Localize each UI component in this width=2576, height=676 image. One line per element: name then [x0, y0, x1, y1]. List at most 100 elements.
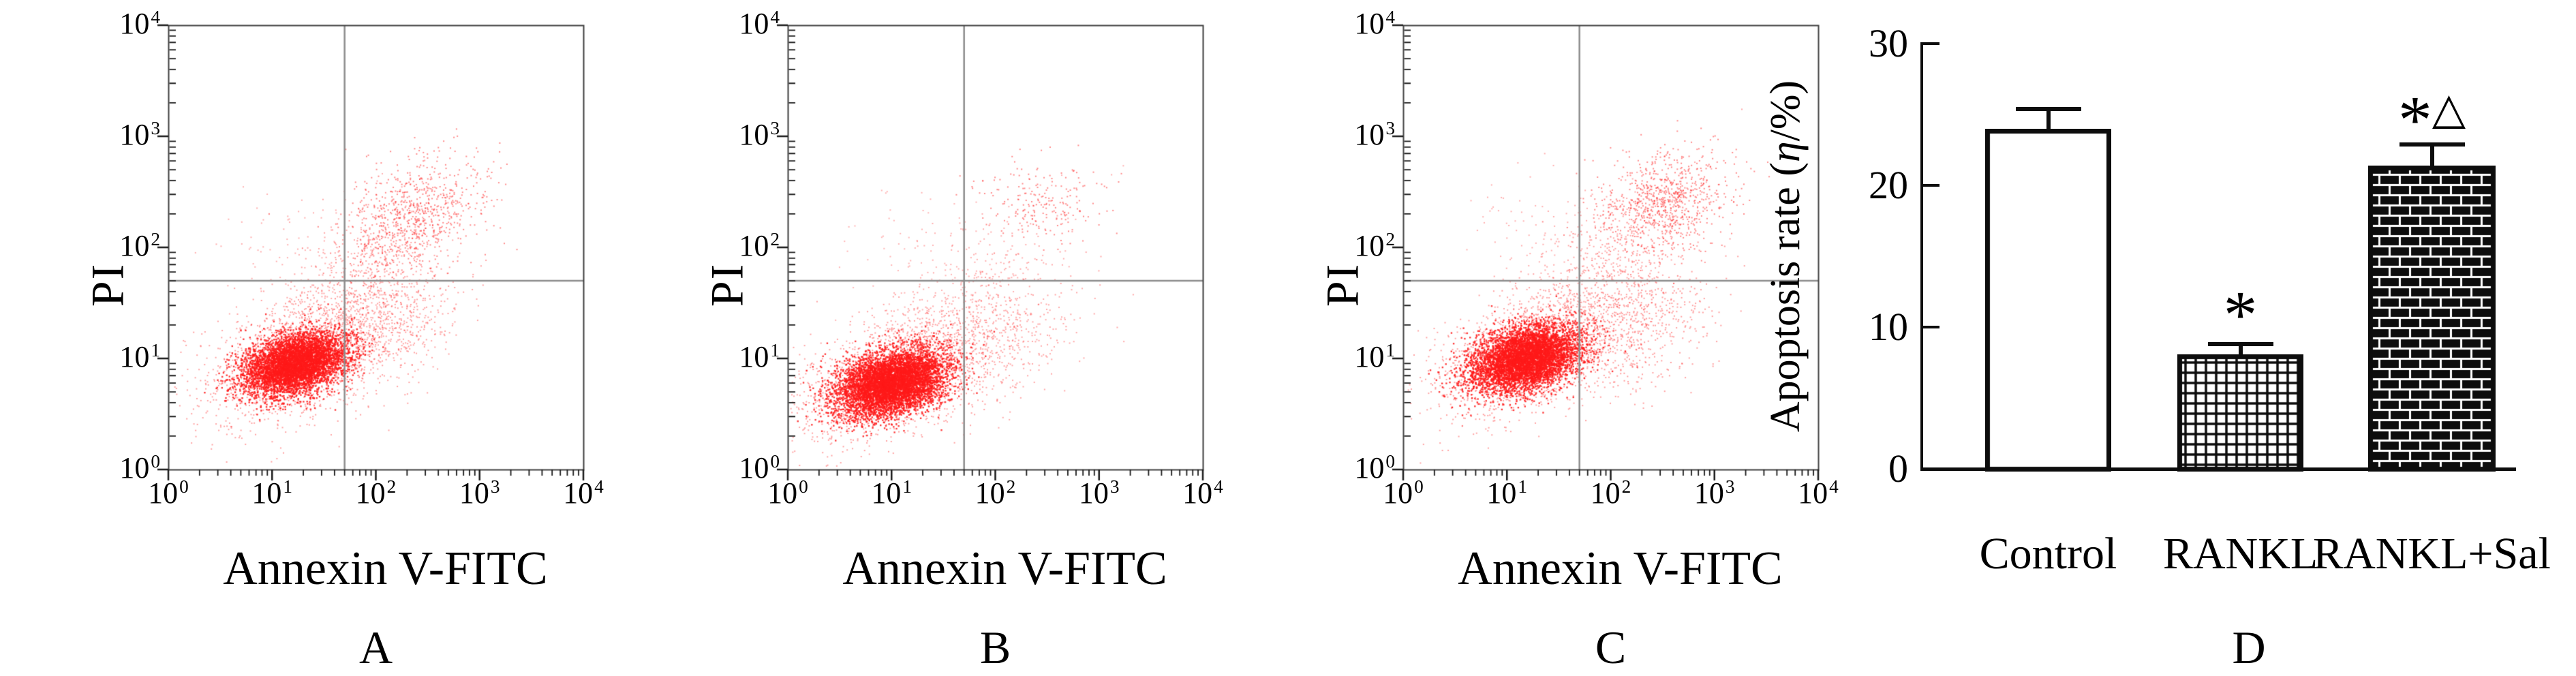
x-tick-label: 101 — [1486, 476, 1528, 508]
tick-base: 10 — [739, 7, 769, 40]
tick-base: 10 — [1354, 118, 1385, 151]
x-tick-label: 100 — [767, 476, 808, 510]
tick-exponent: 2 — [1385, 229, 1395, 249]
y-tick-label: 102 — [65, 230, 160, 261]
tick-exponent: 1 — [770, 340, 780, 360]
tick-base: 10 — [739, 229, 769, 262]
significance-annotation: * — [2224, 281, 2258, 349]
y-tick-label: 103 — [65, 118, 160, 150]
y-tick-label: 101 — [684, 340, 780, 373]
tick-exponent: 4 — [770, 7, 780, 27]
tick-base: 10 — [739, 451, 769, 485]
tick-base: 10 — [1693, 476, 1724, 510]
tick-base: 10 — [1354, 7, 1385, 40]
tick-base: 10 — [1590, 476, 1621, 510]
y-tick-label: 100 — [65, 451, 160, 483]
bar-control — [1985, 129, 2111, 472]
bar-y-tick — [1923, 42, 1939, 45]
bar-rankl — [2177, 354, 2303, 472]
tick-base: 10 — [739, 340, 769, 373]
tick-exponent: 2 — [1006, 476, 1016, 497]
x-tick-label: 102 — [1590, 476, 1631, 510]
x-tick-label: 100 — [148, 476, 189, 510]
bar-category-label: RANKL+Sal — [2313, 529, 2551, 579]
x-tick-label: 100 — [1383, 476, 1424, 510]
x-tick-label: 104 — [1182, 476, 1223, 510]
y-axis-label: PI — [81, 262, 134, 307]
tick-exponent: 3 — [770, 118, 780, 138]
tick-base: 10 — [767, 476, 798, 510]
tick-base: 10 — [1354, 229, 1385, 262]
y-tick-label: 103 — [1300, 118, 1395, 151]
tick-base: 10 — [1383, 476, 1413, 510]
y-tick-label: 100 — [1300, 451, 1395, 483]
y-tick-label: 104 — [65, 7, 160, 40]
scatter-plot-canvas-a — [144, 20, 590, 497]
tick-base: 10 — [739, 118, 769, 151]
tick-exponent: 4 — [151, 7, 160, 27]
tick-exponent: 3 — [1385, 118, 1395, 138]
x-tick-label: 101 — [251, 476, 292, 510]
tick-exponent: 0 — [179, 476, 189, 497]
tick-exponent: 0 — [1414, 476, 1424, 497]
tick-exponent: 4 — [1214, 476, 1223, 497]
tick-exponent: 0 — [770, 451, 780, 472]
bar-y-tick — [1923, 184, 1939, 187]
bar-y-tick-label: 10 — [1869, 305, 1908, 349]
tick-exponent: 1 — [902, 476, 913, 497]
tick-base: 10 — [871, 476, 902, 510]
tick-exponent: 3 — [1109, 476, 1120, 497]
tick-base: 10 — [459, 476, 489, 510]
tick-exponent: 4 — [594, 476, 604, 497]
bar-y-tick-label: 30 — [1869, 21, 1908, 65]
y-tick-label: 104 — [1300, 7, 1395, 40]
triangle-marker: △ — [2432, 84, 2466, 133]
tick-exponent: 1 — [1385, 340, 1395, 360]
tick-exponent: 0 — [151, 451, 160, 472]
bar-rankl-sal — [2368, 166, 2496, 472]
x-tick-label: 101 — [871, 476, 913, 510]
y-tick-label: 102 — [684, 229, 780, 262]
tick-base: 10 — [1182, 476, 1213, 510]
x-tick-label: 103 — [1078, 476, 1120, 510]
tick-base: 10 — [975, 476, 1005, 510]
x-tick-label: 104 — [563, 476, 604, 508]
x-tick-label: 103 — [1693, 476, 1735, 510]
error-bar-cap — [2207, 342, 2273, 346]
tick-base: 10 — [1798, 476, 1828, 510]
bar-y-tick — [1923, 326, 1939, 328]
panel-letter: C — [1595, 621, 1627, 673]
y-label-text: /%) — [1762, 80, 1809, 142]
x-tick-label: 103 — [459, 476, 500, 510]
x-tick-label: 102 — [356, 477, 397, 508]
significance-annotation: * △ — [2398, 86, 2466, 154]
y-tick-label: 104 — [684, 7, 780, 40]
bar-y-tick-label: 20 — [1869, 163, 1908, 207]
error-bar-cap — [2015, 107, 2081, 111]
tick-base: 10 — [119, 340, 150, 373]
tick-exponent: 2 — [1621, 476, 1631, 497]
x-tick-label: 104 — [1798, 476, 1839, 510]
tick-base: 10 — [119, 7, 150, 40]
tick-exponent: 1 — [1518, 476, 1528, 497]
y-axis-label: PI — [1316, 262, 1368, 307]
tick-exponent: 3 — [151, 118, 160, 138]
tick-exponent: 4 — [1829, 476, 1839, 497]
x-tick-label: 102 — [975, 476, 1016, 510]
error-bar-stem — [2046, 109, 2051, 129]
bar-category-label: RANKL — [2162, 529, 2318, 579]
error-bar-stem — [2238, 344, 2243, 354]
x-axis-label: Annexin V-FITC — [1458, 542, 1783, 595]
y-tick-label: 101 — [1300, 340, 1395, 373]
tick-base: 10 — [251, 476, 282, 510]
panel-letter: B — [979, 621, 1011, 673]
y-tick-label: 103 — [684, 118, 780, 151]
y-tick-label: 100 — [684, 451, 780, 485]
tick-base: 10 — [1078, 476, 1109, 510]
tick-exponent: 0 — [1385, 451, 1395, 472]
tick-base: 10 — [148, 476, 179, 510]
tick-exponent: 4 — [1385, 7, 1395, 27]
error-bar-cap — [2399, 142, 2465, 147]
tick-base: 10 — [1354, 340, 1385, 373]
panel-letter: A — [358, 621, 393, 673]
